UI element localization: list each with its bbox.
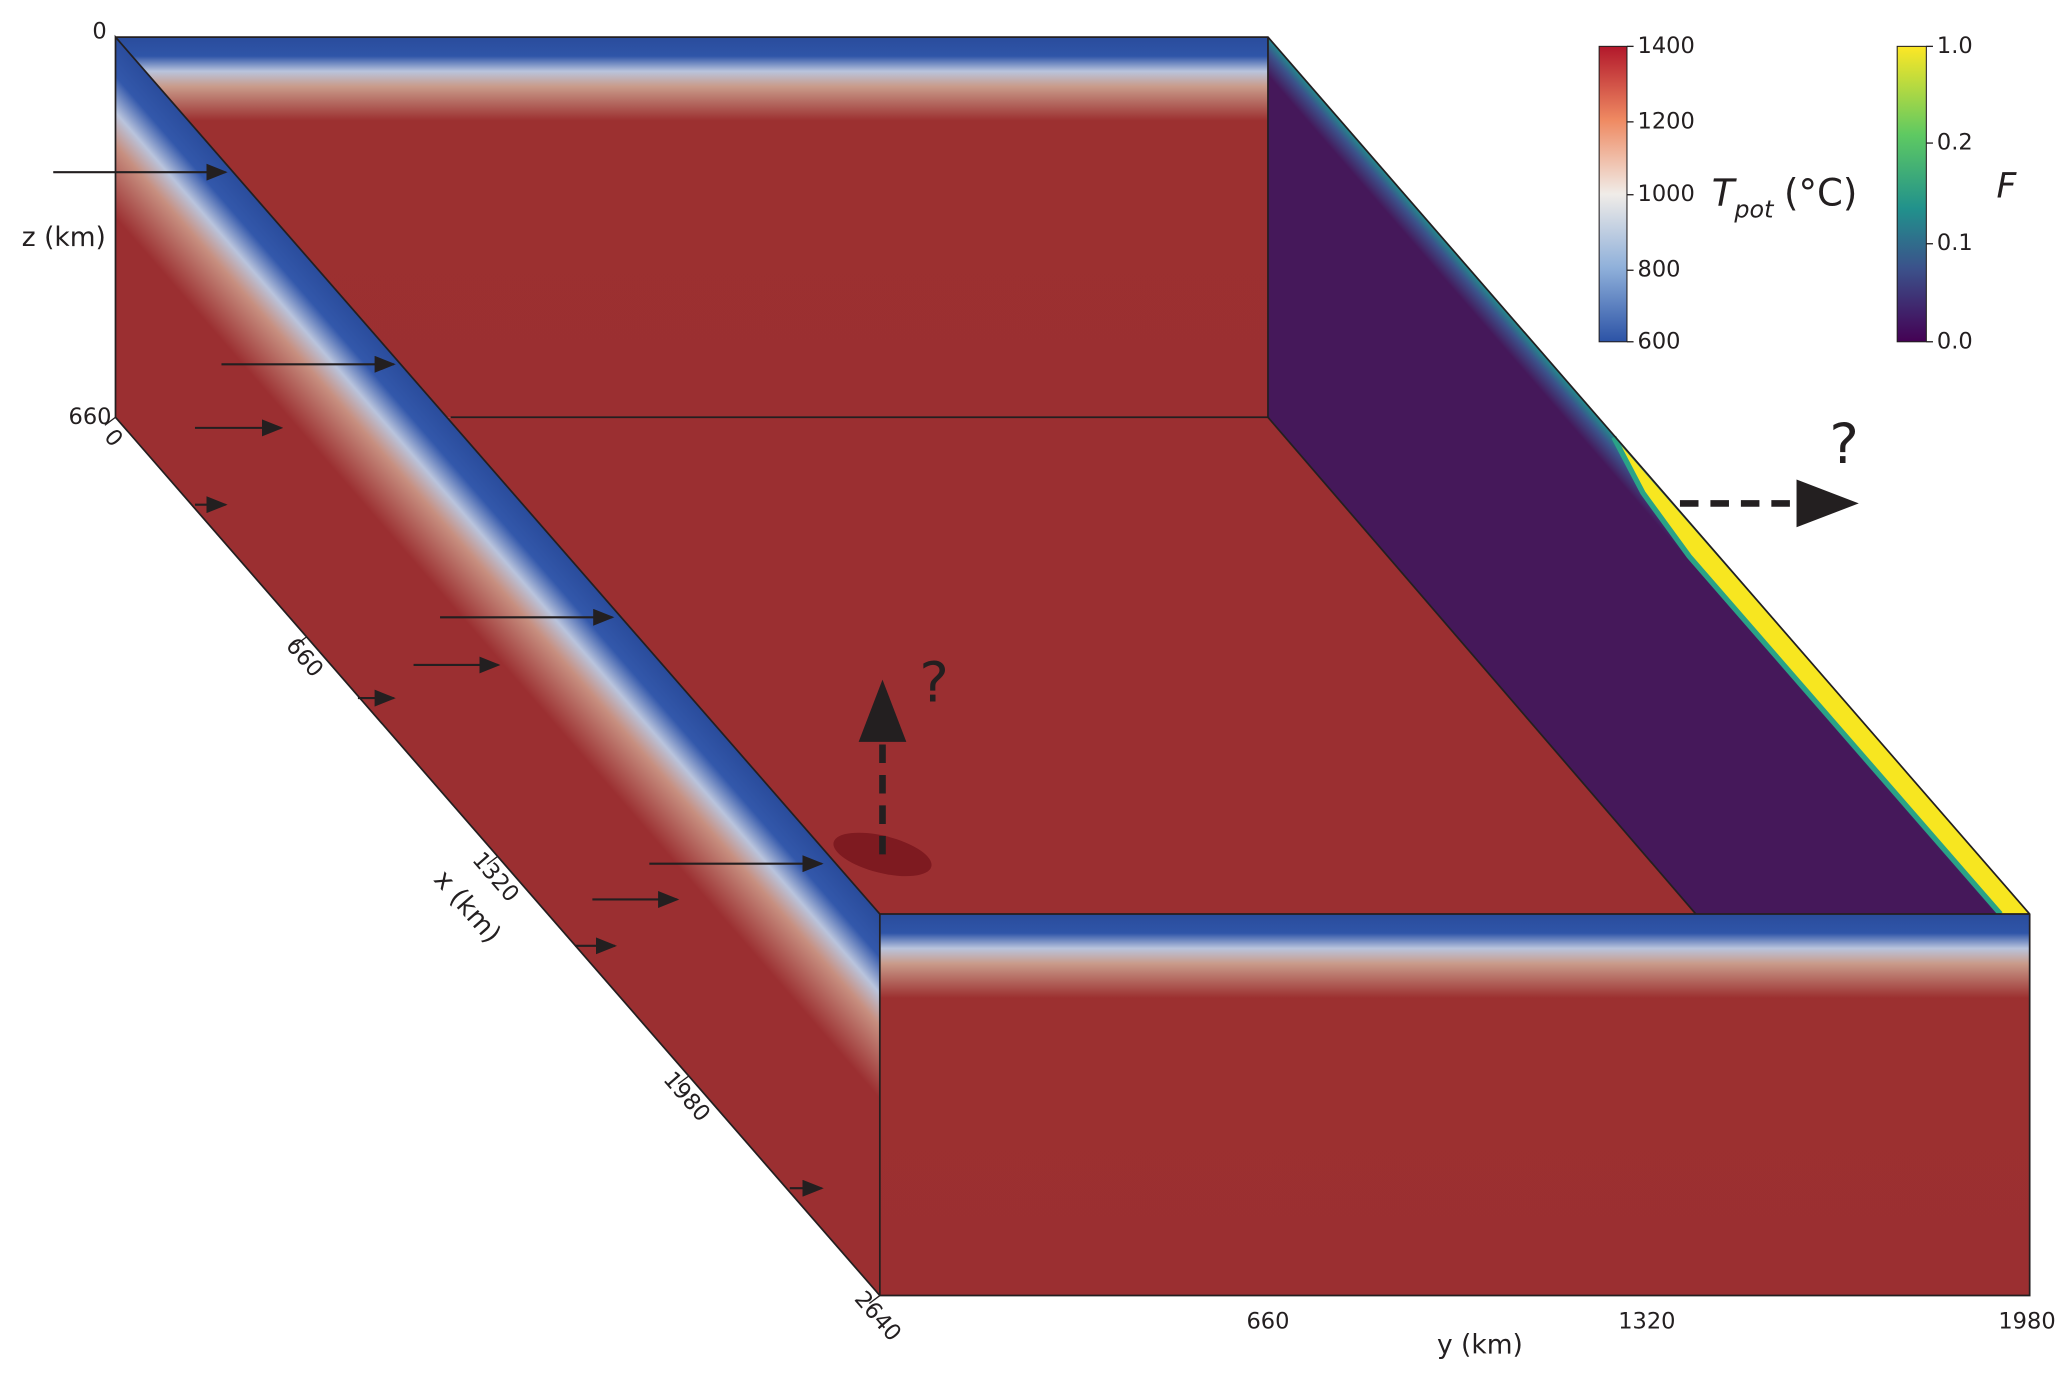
front-face xyxy=(879,914,2030,1296)
melt-edge xyxy=(1611,435,2003,916)
label-symbol: T xyxy=(1712,171,1738,214)
y-tick-label: 1320 xyxy=(1618,1309,1675,1335)
y-tick-label: 660 xyxy=(1246,1309,1289,1335)
melt-label: F xyxy=(1997,167,2018,207)
colorbar-tick-label: 0.1 xyxy=(1937,230,1973,256)
temperature-colorbar xyxy=(1598,45,1628,343)
x-tick xyxy=(868,1295,881,1305)
label-subscript: pot xyxy=(1733,195,1775,223)
z-tick-label: 0 xyxy=(92,18,106,44)
colorbar-tick-label: 600 xyxy=(1638,328,1681,354)
colorbar-tick-label: 0.0 xyxy=(1937,328,1973,354)
z-tick-label: 660 xyxy=(69,404,112,430)
dashed-arrows xyxy=(858,479,1859,855)
z-axis-label: z (km) xyxy=(22,222,106,253)
colorbar-tick-label: 1.0 xyxy=(1937,33,1973,59)
label-unit: (°C) xyxy=(1784,171,1857,214)
colorbar-tick-label: 1000 xyxy=(1638,181,1695,207)
annotation: ? xyxy=(1829,412,1859,477)
x-tick xyxy=(486,855,499,865)
velocity-arrows xyxy=(53,163,824,1197)
x-tick xyxy=(677,1075,690,1085)
colorbar-tick-label: 1200 xyxy=(1638,108,1695,134)
colorbar-tick-label: 0.2 xyxy=(1937,130,1973,156)
x-tick xyxy=(104,416,116,426)
x-tick xyxy=(295,636,307,646)
colorbar-tick-label: 1400 xyxy=(1638,33,1695,59)
temperature-label: Tpot (°C) xyxy=(1712,171,1858,223)
y-axis-label: y (km) xyxy=(1437,1329,1523,1360)
y-tick-label: 1980 xyxy=(1998,1309,2055,1335)
melt-colorbar xyxy=(1896,45,1927,343)
annotation: ? xyxy=(919,650,949,715)
colorbar-tick-label: 800 xyxy=(1638,257,1681,283)
